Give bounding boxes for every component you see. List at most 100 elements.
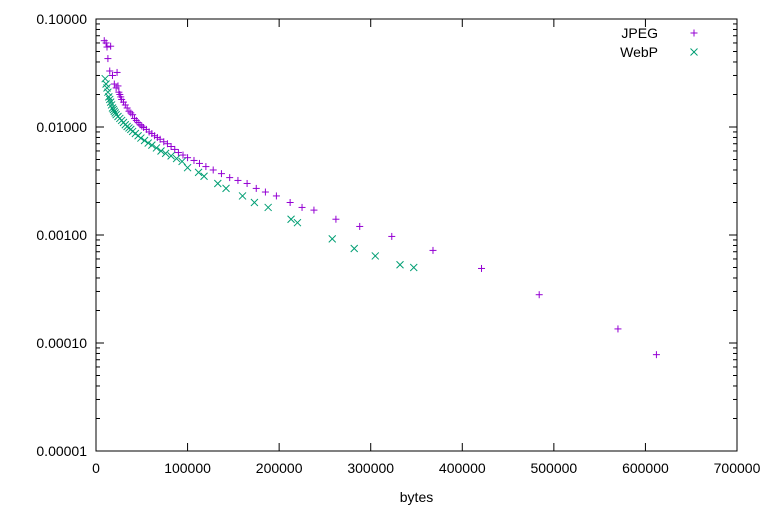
webp-point: [161, 149, 170, 158]
legend-marker-jpeg: [690, 29, 698, 37]
jpeg-point: [108, 71, 116, 79]
jpeg-point: [298, 203, 306, 211]
webp-point: [106, 98, 115, 106]
jpeg-point: [129, 111, 137, 119]
plot-frame: [95, 18, 738, 452]
y-tick-label: 0.00100: [36, 227, 87, 243]
y-tick-label: 0.10000: [36, 11, 87, 27]
webp-point: [409, 263, 418, 272]
legend-marker-webp: [690, 48, 698, 56]
webp-point: [328, 235, 337, 243]
webp-point: [140, 136, 149, 145]
jpeg-point: [114, 82, 122, 90]
webp-point: [172, 154, 181, 163]
jpeg-point: [195, 159, 203, 167]
webp-point: [396, 260, 404, 269]
webp-point: [371, 252, 380, 260]
jpeg-point: [217, 170, 225, 178]
series-webp: [101, 74, 418, 272]
jpeg-point: [652, 351, 660, 359]
jpeg-point: [113, 68, 121, 76]
jpeg-point: [125, 107, 133, 115]
jpeg-point: [478, 264, 486, 272]
jpeg-point: [429, 246, 437, 254]
jpeg-point: [127, 109, 135, 117]
jpeg-point: [535, 291, 543, 299]
jpeg-point: [163, 140, 171, 148]
webp-point: [287, 215, 295, 224]
y-tick-label: 0.00001: [36, 443, 87, 459]
jpeg-point: [226, 174, 234, 182]
jpeg-point: [136, 121, 144, 129]
x-tick-label: 0: [92, 460, 100, 476]
webp-point: [200, 172, 208, 181]
jpeg-point: [104, 55, 112, 63]
webp-point: [250, 198, 259, 207]
jpeg-point: [116, 90, 124, 98]
webp-point: [183, 163, 192, 172]
y-tick-label: 0.00010: [36, 335, 87, 351]
webp-point: [157, 147, 165, 155]
webp-point: [137, 134, 145, 142]
jpeg-point: [138, 122, 146, 130]
jpeg-point: [106, 67, 114, 75]
jpeg-point: [252, 184, 260, 192]
webp-point: [213, 179, 222, 188]
jpeg-point: [118, 95, 126, 103]
x-tick-label: 400000: [439, 460, 486, 476]
jpeg-point: [272, 192, 280, 200]
webp-point: [293, 218, 302, 227]
webp-point: [264, 203, 273, 212]
webp-point: [350, 244, 359, 253]
webp-point: [104, 88, 112, 97]
webp-point: [222, 184, 230, 193]
x-tick-label: 700000: [714, 460, 761, 476]
jpeg-point: [614, 325, 622, 333]
webp-point: [105, 95, 114, 104]
jpeg-point: [243, 179, 251, 187]
jpeg-point: [110, 80, 118, 88]
jpeg-point: [123, 104, 131, 112]
legend-label-webp: WebP: [620, 44, 658, 60]
axis-ticks: [95, 18, 738, 452]
jpeg-point: [179, 151, 187, 159]
jpeg-point: [160, 138, 168, 146]
jpeg-point: [167, 142, 175, 150]
jpeg-point: [174, 149, 182, 157]
data-points: [100, 37, 660, 359]
webp-point: [167, 152, 175, 160]
jpeg-point: [103, 43, 111, 51]
webp-point: [238, 192, 247, 200]
jpeg-point: [332, 215, 340, 223]
jpeg-point: [310, 206, 318, 214]
webp-point: [104, 93, 113, 101]
jpeg-point: [190, 156, 198, 164]
webp-point: [148, 141, 156, 149]
legend: JPEG WebP: [620, 25, 698, 60]
jpeg-point: [121, 101, 129, 109]
webp-point: [178, 157, 186, 166]
x-tick-label: 300000: [347, 460, 394, 476]
webp-point: [194, 168, 203, 177]
jpeg-point: [209, 166, 217, 174]
jpeg-point: [356, 222, 364, 230]
series-jpeg: [100, 37, 660, 359]
jpeg-point: [107, 42, 115, 50]
x-tick-label: 600000: [622, 460, 669, 476]
x-tick-label: 100000: [164, 460, 211, 476]
jpeg-point: [102, 39, 110, 47]
x-axis-label: bytes: [400, 489, 433, 505]
jpeg-point: [261, 188, 269, 196]
y-tick-label: 0.01000: [36, 119, 87, 135]
jpeg-point: [388, 232, 396, 240]
jpeg-point: [234, 176, 242, 184]
x-tick-label: 200000: [256, 460, 303, 476]
axis-tick-labels: 0 100000 200000 300000 400000 500000 600000 700…: [36, 11, 760, 476]
jpeg-point: [202, 163, 210, 171]
jpeg-point: [171, 145, 179, 153]
webp-point: [111, 109, 120, 117]
webp-point: [107, 101, 116, 109]
jpeg-point: [156, 135, 164, 143]
webp-point: [144, 139, 153, 147]
x-tick-label: 500000: [530, 460, 577, 476]
